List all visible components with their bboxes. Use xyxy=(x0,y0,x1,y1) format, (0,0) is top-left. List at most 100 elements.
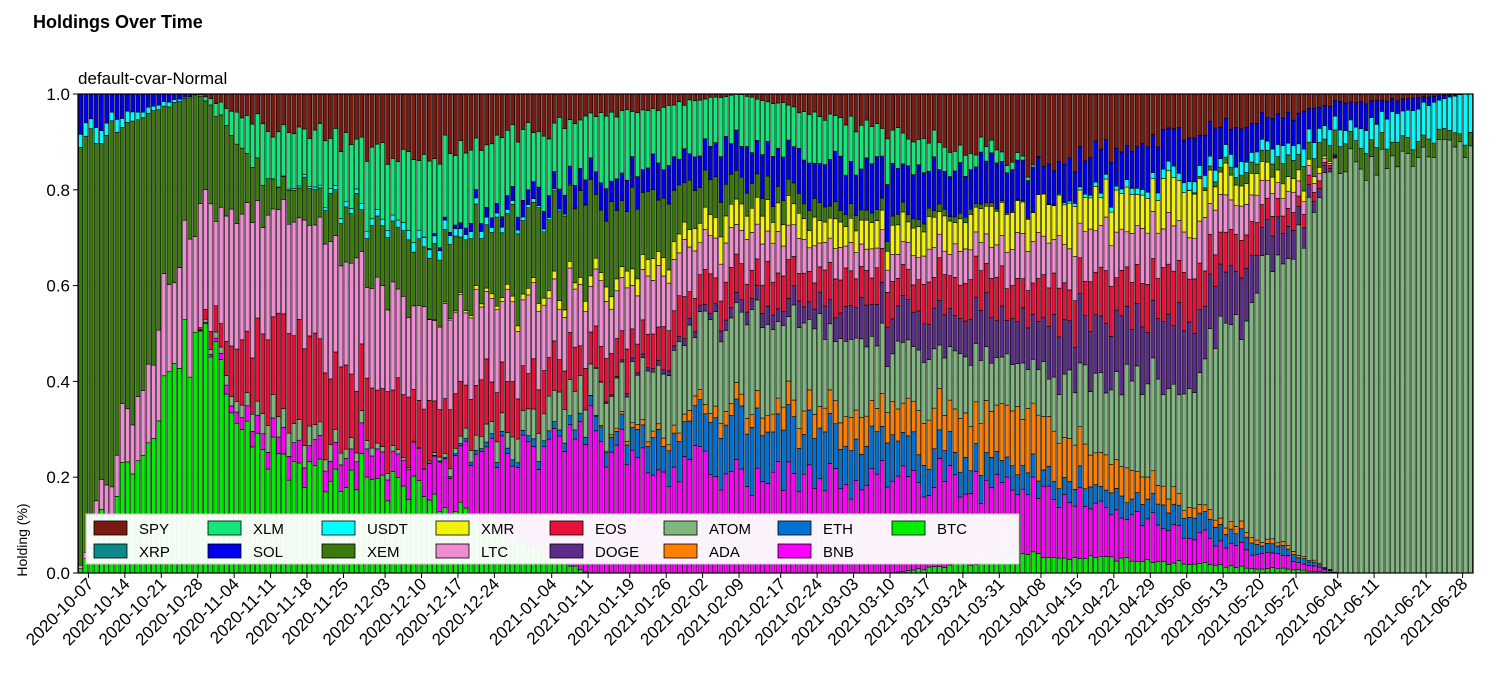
bar-segment-xem xyxy=(479,238,484,305)
bar-segment-sol xyxy=(1030,166,1036,213)
bar-segment-sol xyxy=(1374,99,1380,125)
bar-segment-eos xyxy=(1207,234,1213,275)
bar-segment-atom xyxy=(510,436,516,461)
bar-segment-btc xyxy=(1046,557,1052,574)
bar-segment-ada xyxy=(874,408,880,432)
bar-segment-xem xyxy=(515,233,521,327)
bar-segment-xlm xyxy=(395,161,401,221)
bar-segment-xlm xyxy=(806,114,812,164)
bar-segment-sol xyxy=(114,93,120,120)
bar-segment-ltc xyxy=(926,248,932,283)
bar-segment-btc xyxy=(916,568,922,574)
bar-segment-ada xyxy=(1160,485,1166,506)
bar-segment-eos xyxy=(609,353,614,396)
bar-segment-bnb xyxy=(296,439,302,464)
bar-segment-xlm xyxy=(416,160,422,231)
bar-segment-eth xyxy=(832,423,838,469)
bar-segment-xem xyxy=(426,258,432,320)
bar-segment-atom xyxy=(1441,139,1447,574)
bar-segment-doge xyxy=(1025,327,1031,370)
bar-segment-sol xyxy=(983,160,989,204)
bar-segment-usdt xyxy=(1301,148,1307,167)
bar-segment-eth xyxy=(1145,498,1151,520)
bar-segment-eos xyxy=(1020,278,1026,309)
bar-segment-ltc xyxy=(739,230,745,264)
bar-segment-ada xyxy=(1004,404,1010,458)
bar-segment-btc xyxy=(1041,557,1046,574)
bar-segment-xmr xyxy=(791,203,797,226)
bar-segment-ltc xyxy=(1181,231,1187,273)
bar-segment-ada xyxy=(1062,437,1067,478)
bar-segment-ltc xyxy=(791,224,797,257)
bar-segment-sol xyxy=(1067,157,1072,202)
bar-segment-spy xyxy=(1166,93,1171,129)
bar-segment-xmr xyxy=(1306,158,1312,167)
bar-segment-doge xyxy=(853,307,859,339)
bar-segment-ada xyxy=(666,444,672,452)
bar-segment-spy xyxy=(827,93,833,115)
bar-segment-xem xyxy=(187,97,193,240)
bar-segment-xmr xyxy=(1265,161,1270,181)
bar-segment-usdt xyxy=(1374,123,1380,148)
bar-segment-spy xyxy=(1228,93,1234,130)
bar-segment-xmr xyxy=(817,220,823,244)
bar-segment-eos xyxy=(1077,257,1083,294)
bar-segment-xlm xyxy=(900,132,906,165)
bar-segment-doge xyxy=(780,311,786,326)
bar-segment-eth xyxy=(1140,504,1145,526)
bar-segment-usdt xyxy=(395,219,401,228)
bar-segment-usdt xyxy=(1353,126,1359,141)
bar-segment-atom xyxy=(723,330,729,412)
bar-segment-xlm xyxy=(338,151,344,219)
bar-segment-xem xyxy=(848,203,854,219)
bar-segment-doge xyxy=(1129,328,1135,382)
bar-segment-btc xyxy=(1181,563,1187,574)
bar-segment-xem xyxy=(416,238,422,306)
bar-segment-ltc xyxy=(780,245,786,277)
bar-segment-eos xyxy=(1317,180,1322,189)
bar-segment-bnb xyxy=(328,460,333,482)
bar-segment-eth xyxy=(791,416,797,474)
bar-segment-spy xyxy=(499,93,505,138)
bar-segment-xem xyxy=(682,182,687,223)
bar-segment-eos xyxy=(208,331,214,350)
bar-segment-ltc xyxy=(895,254,901,279)
bar-segment-eos xyxy=(671,310,677,347)
bar-segment-spy xyxy=(791,93,797,108)
bar-segment-doge xyxy=(832,317,838,342)
bar-segment-ltc xyxy=(348,262,354,375)
bar-segment-sol xyxy=(848,161,854,204)
bar-segment-spy xyxy=(775,93,781,104)
bar-segment-spy xyxy=(916,93,922,140)
bar-segment-usdt xyxy=(520,216,526,221)
bar-segment-usdt xyxy=(1114,185,1119,191)
bar-segment-atom xyxy=(593,368,599,416)
bar-segment-eos xyxy=(1056,287,1062,338)
bar-segment-spy xyxy=(1176,93,1182,128)
bar-segment-xlm xyxy=(557,117,562,190)
bar-segment-xem xyxy=(947,216,953,222)
bar-segment-sol xyxy=(931,156,937,212)
bar-segment-xmr xyxy=(1129,194,1135,234)
bar-segment-ada xyxy=(952,408,958,453)
bar-segment-bnb xyxy=(1046,485,1052,558)
bar-segment-doge xyxy=(1244,267,1249,322)
bar-segment-ltc xyxy=(1025,251,1031,291)
bar-segment-atom xyxy=(661,373,666,439)
bar-segment-xlm xyxy=(499,137,505,218)
bar-segment-eth xyxy=(749,427,755,496)
bar-segment-eos xyxy=(593,325,599,369)
bar-segment-ltc xyxy=(1046,242,1052,289)
bar-segment-xem xyxy=(437,259,443,327)
bar-segment-xmr xyxy=(1207,169,1213,204)
bar-segment-bnb xyxy=(1124,519,1130,558)
bar-segment-sol xyxy=(1259,111,1265,140)
bar-segment-eos xyxy=(682,296,687,339)
bar-segment-eos xyxy=(645,333,651,369)
bar-segment-usdt xyxy=(156,104,162,111)
bar-segment-ltc xyxy=(994,244,1000,278)
bar-segment-xmr xyxy=(874,220,880,249)
bar-segment-xem xyxy=(666,203,672,271)
bar-segment-ltc xyxy=(692,250,698,299)
bar-segment-usdt xyxy=(1415,108,1421,142)
